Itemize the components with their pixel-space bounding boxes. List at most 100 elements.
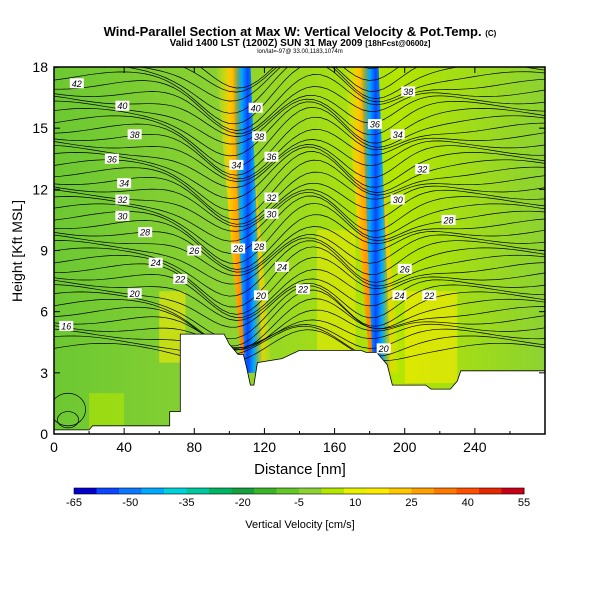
colorbar-swatch bbox=[434, 488, 457, 494]
contour-label: 22 bbox=[296, 284, 311, 295]
contour-label-text: 34 bbox=[393, 130, 403, 140]
x-axis-label: Distance [nm] bbox=[254, 461, 346, 478]
colorbar-swatch bbox=[119, 488, 142, 494]
colorbar-swatch bbox=[164, 488, 187, 494]
theta-contour-line bbox=[54, 74, 545, 131]
y-axis-label: Height [Kft MSL] bbox=[9, 200, 25, 302]
contour-label-text: 36 bbox=[107, 154, 117, 164]
theta-contour-line bbox=[54, 182, 545, 228]
contour-label-text: 16 bbox=[61, 321, 71, 331]
contour-label: 24 bbox=[274, 261, 289, 272]
contour-label: 24 bbox=[392, 290, 407, 301]
theta-contour-line bbox=[54, 98, 545, 145]
contour-label-text: 24 bbox=[393, 291, 404, 301]
theta-contour-line bbox=[54, 269, 545, 318]
forecast-tag: [18hFcst@0600z] bbox=[365, 39, 431, 48]
theta-contour-line bbox=[54, 67, 545, 114]
theta-contour-line bbox=[54, 146, 545, 199]
theta-contour-line bbox=[54, 329, 545, 364]
theta-contour-line bbox=[54, 298, 545, 351]
theta-contour-line bbox=[54, 319, 545, 348]
terrain-mask bbox=[54, 333, 545, 434]
contour-label: 26 bbox=[231, 243, 246, 254]
contour-label: 42 bbox=[69, 78, 84, 89]
x-axis: 0 40 80 120 160 200 240 bbox=[50, 67, 511, 455]
contour-label: 30 bbox=[390, 194, 405, 205]
contour-label-text: 20 bbox=[255, 291, 266, 301]
terrain-polygon bbox=[54, 333, 545, 434]
copyright-mark: (C) bbox=[485, 29, 497, 38]
contour-label-text: 42 bbox=[72, 79, 82, 89]
theta-contour-line bbox=[54, 214, 545, 270]
contour-label-text: 36 bbox=[370, 120, 380, 130]
theta-contour-line bbox=[54, 139, 545, 182]
colorbar-swatch bbox=[231, 488, 255, 494]
contour-label-text: 30 bbox=[117, 211, 127, 221]
colorbar-tick-label: -5 bbox=[294, 497, 304, 509]
contour-label-text: 28 bbox=[443, 215, 454, 225]
contour-label-text: 32 bbox=[417, 164, 427, 174]
contour-label: 36 bbox=[367, 119, 382, 130]
contour-label-text: 40 bbox=[117, 101, 127, 111]
contour-label: 38 bbox=[252, 131, 267, 142]
colorbar-swatch bbox=[186, 488, 210, 494]
contour-label-text: 24 bbox=[276, 262, 287, 272]
theta-contour-line bbox=[54, 324, 545, 350]
contour-label-text: 22 bbox=[297, 285, 308, 295]
theta-contour-line bbox=[54, 237, 545, 285]
colorbar-tick-label: -20 bbox=[235, 497, 251, 509]
contour-label: 20 bbox=[127, 288, 142, 299]
colorbar-tick-label: -35 bbox=[179, 497, 195, 509]
colorbar-swatch bbox=[96, 488, 120, 494]
theta-contour-line bbox=[54, 106, 545, 168]
contour-label-text: 36 bbox=[266, 152, 276, 162]
theta-contour-line bbox=[54, 94, 545, 137]
contour-label-text: 32 bbox=[266, 193, 276, 203]
colorbar-swatch bbox=[479, 488, 502, 494]
colorbar-swatch bbox=[456, 488, 480, 494]
colorbar-swatch bbox=[501, 488, 525, 494]
contour-label-text: 38 bbox=[403, 87, 413, 97]
colorbar-swatch bbox=[299, 488, 322, 494]
theta-contour-line bbox=[54, 191, 545, 242]
contour-label-text: 26 bbox=[188, 246, 199, 256]
contour-label-text: 38 bbox=[254, 132, 264, 142]
contour-label: 28 bbox=[441, 214, 456, 225]
contour-label-text: 22 bbox=[174, 275, 185, 285]
x-tick-label: 160 bbox=[323, 439, 347, 455]
theta-contour-line bbox=[54, 278, 545, 321]
theta-contour-line bbox=[54, 226, 545, 273]
y-tick-label: 6 bbox=[40, 304, 48, 320]
contour-label: 36 bbox=[104, 153, 119, 164]
colorbar-swatch bbox=[344, 488, 367, 494]
contour-label: 32 bbox=[115, 194, 130, 205]
contour-label: 34 bbox=[117, 178, 132, 189]
contour-label: 40 bbox=[115, 100, 130, 111]
contour-label-text: 32 bbox=[117, 195, 127, 205]
contour-label-text: 26 bbox=[232, 244, 243, 254]
contour-label: 32 bbox=[415, 163, 430, 174]
potential-temperature-contours bbox=[54, 67, 545, 429]
colorbar-swatch bbox=[276, 488, 300, 494]
colorbar-swatch bbox=[411, 488, 435, 494]
theta-contour-line bbox=[54, 116, 545, 176]
contour-label: 34 bbox=[390, 129, 405, 140]
theta-contour-line bbox=[54, 195, 545, 254]
theta-contour-line bbox=[54, 189, 545, 232]
colorbar-tick-label: 25 bbox=[405, 497, 417, 509]
chart-subtitle: Valid 1400 LST (1200Z) SUN 31 May 2009 [… bbox=[169, 38, 431, 49]
theta-contour-line bbox=[54, 256, 545, 315]
y-tick-label: 9 bbox=[40, 243, 48, 259]
contour-label: 22 bbox=[173, 274, 188, 285]
colorbar-tick-label: -65 bbox=[66, 497, 82, 509]
colorbar-label: Vertical Velocity [cm/s] bbox=[245, 519, 354, 531]
contour-label-text: 28 bbox=[253, 242, 264, 252]
chart-title: Wind-Parallel Section at Max W: Vertical… bbox=[103, 24, 497, 39]
colorbar-swatch bbox=[141, 488, 165, 494]
colorbar-tick-label: 10 bbox=[349, 497, 361, 509]
contour-label: 20 bbox=[253, 290, 268, 301]
contour-label: 36 bbox=[264, 151, 279, 162]
y-tick-label: 0 bbox=[40, 426, 48, 442]
theta-contour-line bbox=[54, 234, 545, 277]
